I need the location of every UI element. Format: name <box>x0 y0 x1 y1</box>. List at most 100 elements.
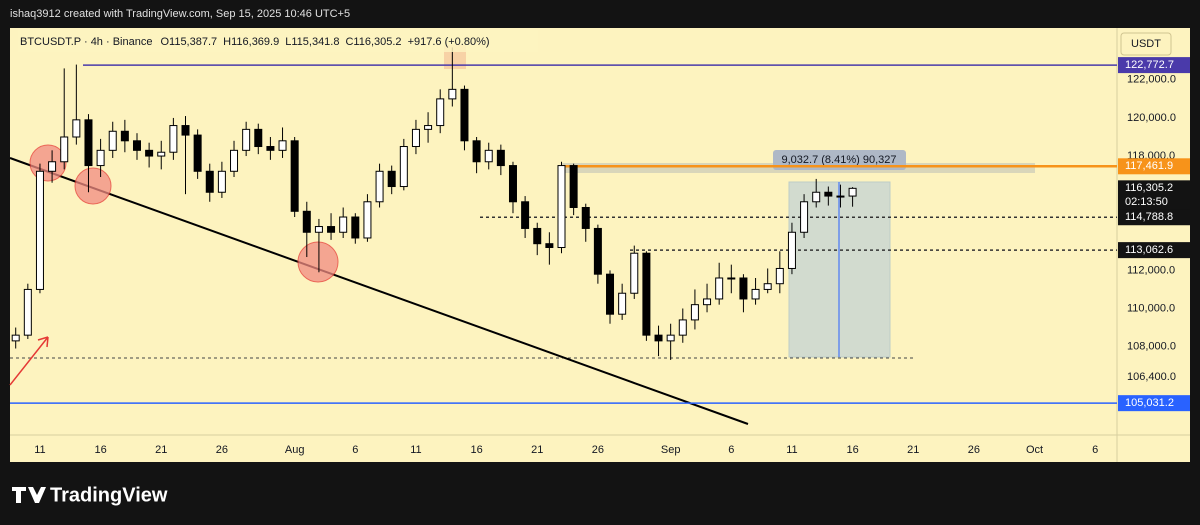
ohlc-value: H116,369.9 <box>223 36 279 48</box>
candle-body <box>533 227 542 245</box>
candle-body <box>630 252 639 294</box>
candle-body <box>375 170 384 203</box>
candle-body <box>739 277 748 300</box>
candle-body <box>654 334 663 342</box>
candle-body <box>824 191 833 197</box>
candle-body <box>399 146 408 188</box>
brand: TradingView <box>50 484 168 506</box>
candle-body <box>278 140 287 151</box>
x-tick-label: 21 <box>531 444 543 456</box>
x-tick-label: 16 <box>846 444 858 456</box>
candle-body <box>751 288 760 300</box>
x-tick-label: 6 <box>1092 444 1098 456</box>
symbol: BTCUSDT.P · 4h · Binance <box>20 36 152 48</box>
candle-body <box>848 187 857 197</box>
price-box <box>1118 209 1190 226</box>
measure-label: 9,032.7 (8.41%) 90,327 <box>782 154 897 166</box>
candle-body <box>715 277 724 300</box>
candle-body <box>120 130 129 142</box>
candle-body <box>775 267 784 285</box>
ohlc-value: +917.6 (+0.80%) <box>408 36 490 48</box>
price-box <box>1118 158 1190 175</box>
candle-body <box>96 149 105 167</box>
candle-body <box>836 195 845 198</box>
x-tick-label: 11 <box>786 444 797 456</box>
candle-body <box>327 226 336 233</box>
candle-body <box>145 149 154 157</box>
candle-body <box>290 140 299 212</box>
candle-body <box>84 119 93 167</box>
touch-circle <box>297 241 339 283</box>
candle-body <box>205 170 214 193</box>
ohlc-value: C116,305.2 <box>345 36 401 48</box>
candle-body <box>387 170 396 188</box>
candle-body <box>496 149 505 167</box>
candle-body <box>690 304 699 321</box>
price-label: 113,062.6 <box>1125 244 1173 256</box>
candle-body <box>230 149 239 172</box>
candle-body <box>23 288 32 336</box>
candle-body <box>460 88 469 142</box>
candle-body <box>60 136 69 163</box>
y-tick-label: 122,000.0 <box>1127 74 1176 86</box>
trendline <box>9 157 749 425</box>
candle-body <box>448 88 457 100</box>
candle-body <box>181 125 190 136</box>
candle-body <box>351 216 360 239</box>
currency: USDT <box>1131 38 1161 50</box>
candle-body <box>812 191 821 203</box>
candle-body <box>606 273 615 315</box>
x-tick-label: Oct <box>1026 444 1043 456</box>
candle-body <box>472 140 481 163</box>
x-tick-label: 6 <box>352 444 358 456</box>
x-tick-label: Sep <box>661 444 681 456</box>
price-label: 122,772.7 <box>1125 59 1174 71</box>
candle-body <box>242 128 251 151</box>
candle-body <box>72 119 81 138</box>
logo-icon <box>12 487 46 503</box>
candle-body <box>557 165 566 249</box>
price-label: 117,461.9 <box>1125 160 1173 172</box>
candle-body <box>508 165 517 203</box>
candle-body <box>314 226 323 233</box>
candle-body <box>424 125 433 130</box>
candle-body <box>666 334 675 342</box>
candle-body <box>193 134 202 172</box>
y-tick-label: 108,000.0 <box>1127 340 1176 352</box>
y-tick-label: 120,000.0 <box>1127 112 1176 124</box>
x-tick-label: 21 <box>907 444 919 456</box>
x-tick-label: Aug <box>285 444 305 456</box>
x-tick-label: 21 <box>155 444 167 456</box>
arrow-head <box>37 336 49 348</box>
price-label: 116,305.2 <box>1125 182 1173 194</box>
candle-body <box>763 283 772 290</box>
currency-button[interactable] <box>1120 32 1172 56</box>
measure-label-bg <box>773 150 906 170</box>
y-tick-label: 106,400.0 <box>1127 371 1176 383</box>
price-box <box>1118 395 1190 412</box>
candle-body <box>157 151 166 157</box>
candle-body <box>302 210 311 233</box>
x-tick-label: 26 <box>592 444 604 456</box>
x-tick-label: 16 <box>470 444 482 456</box>
ohlc-value: O115,387.7 <box>160 36 217 48</box>
candle-body <box>436 98 445 127</box>
x-tick-label: 11 <box>410 444 421 456</box>
x-tick-label: 6 <box>728 444 734 456</box>
candle-body <box>411 128 420 148</box>
ohlc-value: L115,341.8 <box>285 36 339 48</box>
price-label: 105,031.2 <box>1125 397 1174 409</box>
candle-body <box>11 334 20 342</box>
candle-body <box>727 277 736 280</box>
x-tick-label: 26 <box>216 444 228 456</box>
marks <box>10 47 1117 404</box>
candle-body <box>642 252 651 336</box>
x-tick-label: 11 <box>34 444 45 456</box>
candle-body <box>254 128 263 148</box>
candle-body <box>132 140 141 151</box>
candle-body <box>108 130 117 151</box>
arrow <box>9 336 49 386</box>
candle-body <box>339 216 348 233</box>
y-tick-label: 110,000.0 <box>1127 302 1175 314</box>
